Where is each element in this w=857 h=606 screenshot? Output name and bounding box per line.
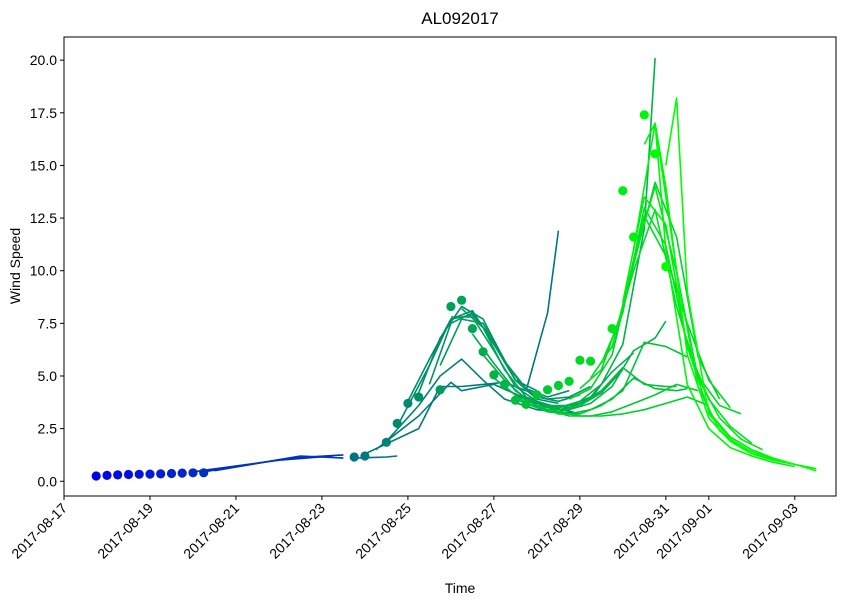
y-axis-ticks: 0.0 2.5 5.0 7.5 10.0 12.5 15.0 17.5 20.0 (30, 52, 64, 489)
observed-point (661, 261, 671, 272)
observed-point (123, 469, 134, 480)
forecast-line (364, 230, 560, 455)
y-tick-label: 5.0 (38, 368, 58, 384)
observed-point (478, 347, 488, 357)
forecast-line (375, 381, 581, 451)
forecast-line (471, 333, 624, 411)
observed-point (102, 470, 112, 480)
observed-point (145, 469, 155, 479)
forecast-lines-group (192, 58, 817, 473)
observed-point (586, 356, 596, 366)
forecast-line (600, 206, 753, 445)
observed-point (446, 301, 456, 312)
x-tick-label: 2017-08-29 (524, 500, 586, 562)
observed-point (188, 468, 198, 478)
chart-title: AL092017 (421, 9, 499, 28)
observed-point (134, 469, 144, 479)
observed-point (457, 295, 467, 305)
observed-point (510, 395, 520, 405)
observed-point (532, 390, 542, 400)
forecast-line (654, 123, 817, 470)
observed-point (91, 471, 101, 481)
forecast-line (547, 383, 699, 417)
y-tick-label: 2.5 (38, 421, 58, 437)
observed-point (392, 418, 402, 428)
observed-point (166, 468, 177, 479)
observed-point (607, 324, 617, 334)
observed-point (156, 469, 166, 479)
axes-frame (63, 36, 837, 497)
forecast-line (611, 185, 763, 451)
observed-point (489, 370, 499, 380)
y-tick-label: 7.5 (38, 315, 58, 331)
observed-point (360, 451, 370, 461)
x-tick-label: 2017-08-17 (8, 500, 70, 562)
observed-point (177, 468, 187, 478)
y-tick-label: 20.0 (30, 52, 57, 68)
x-axis-label: Time (445, 580, 476, 596)
x-axis-ticks: 2017-08-17 2017-08-19 2017-08-21 2017-08-23… (8, 496, 801, 562)
forecast-line (417, 305, 570, 398)
observed-point (349, 452, 359, 462)
forecast-line (579, 215, 731, 409)
y-tick-label: 17.5 (30, 105, 57, 121)
forecast-line (214, 455, 344, 472)
x-tick-label: 2017-08-19 (94, 500, 156, 562)
y-tick-label: 10.0 (30, 263, 57, 279)
observed-point (650, 149, 660, 159)
observed-point (500, 379, 510, 389)
observed-point (435, 385, 445, 395)
observed-point (403, 398, 413, 408)
observed-point (113, 470, 123, 480)
y-tick-label: 12.5 (30, 210, 57, 226)
observed-point (199, 468, 209, 478)
observed-points-group (91, 110, 671, 481)
forecast-line (396, 309, 538, 427)
forecast-line (385, 358, 580, 442)
forecast-line (643, 122, 795, 468)
forecast-line (493, 58, 656, 409)
observed-point (467, 324, 477, 334)
observed-point (553, 380, 564, 391)
observed-point (543, 385, 553, 395)
y-axis-label: Wind Speed (7, 228, 23, 304)
observed-point (618, 186, 628, 196)
y-tick-label: 15.0 (30, 157, 57, 173)
forecast-line (665, 97, 817, 472)
forecast-line (558, 396, 710, 417)
observed-point (564, 376, 574, 386)
observed-point (381, 437, 391, 447)
x-tick-label: 2017-08-21 (180, 500, 242, 562)
x-tick-label: 2017-09-03 (739, 500, 801, 562)
observed-point (575, 355, 585, 365)
observed-point (521, 399, 531, 409)
x-tick-label: 2017-08-25 (352, 500, 414, 562)
observed-point (629, 232, 639, 242)
forecast-line (568, 181, 721, 400)
observed-point (639, 110, 649, 120)
observed-point (414, 392, 424, 402)
forecast-line (439, 318, 591, 400)
forecast-line (622, 196, 774, 459)
x-tick-label: 2017-08-23 (266, 500, 328, 562)
y-tick-label: 0.0 (38, 473, 58, 489)
x-tick-label: 2017-08-27 (438, 500, 500, 562)
